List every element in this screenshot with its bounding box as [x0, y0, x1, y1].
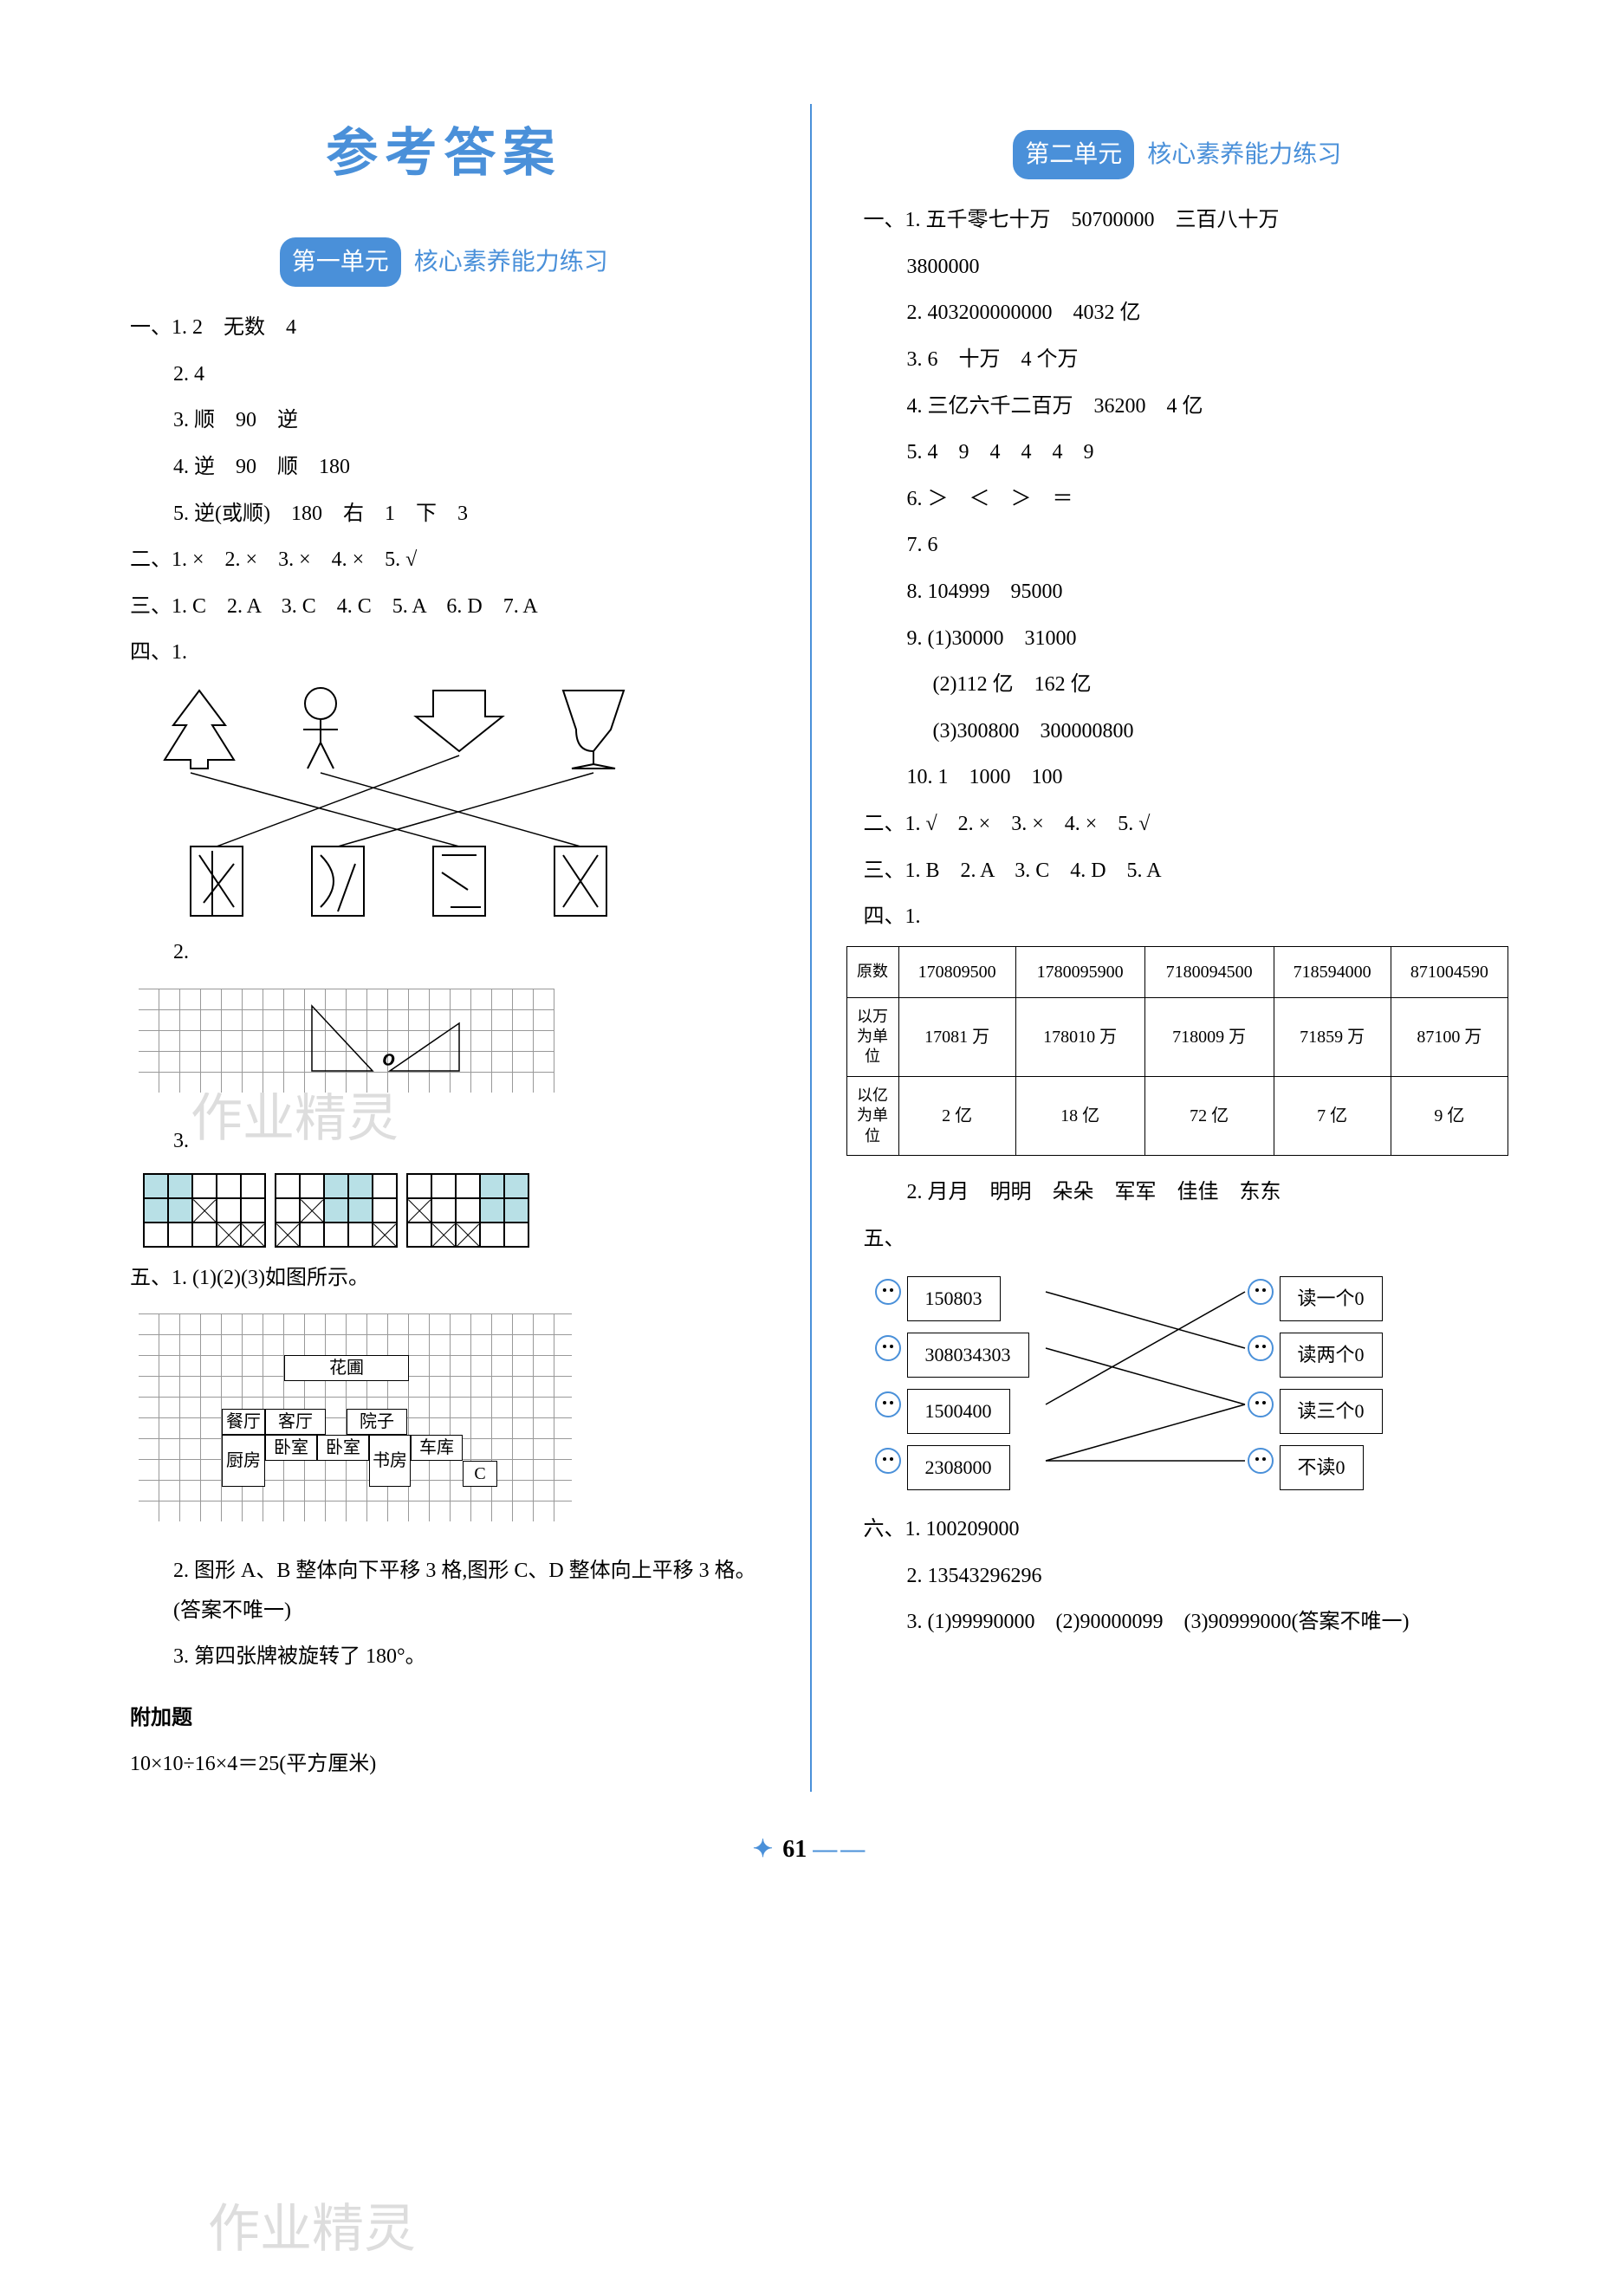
- unit2-title-text: 核心素养能力练习: [1147, 141, 1341, 168]
- q4-2-svg: O: [139, 989, 554, 1093]
- u2-q1-5: 5. 4 9 4 4 4 9: [846, 433, 1509, 473]
- u2-q3: 三、1. B 2. A 3. C 4. D 5. A: [846, 852, 1509, 892]
- unit1-title: 第一单元 核心素养能力练习: [113, 237, 775, 287]
- u2-q1-9b: (2)112 亿 162 亿: [846, 665, 1509, 705]
- u1-extra-text: 10×10÷16×4＝25(平方厘米): [113, 1745, 775, 1785]
- page-title: 参考答案: [113, 104, 775, 203]
- u1-q1-3: 3. 顺 90 逆: [113, 401, 775, 441]
- bee-icon: [872, 1276, 904, 1307]
- u2-q4-table: 原数17080950017800959007180094500718594000…: [846, 946, 1509, 1156]
- u2-q1-2: 2. 403200000000 4032 亿: [846, 294, 1509, 334]
- u2-q4-label: 四、1.: [846, 898, 1509, 937]
- match-right: 读三个0: [1280, 1389, 1383, 1434]
- bee-icon: [1245, 1389, 1276, 1420]
- u2-q6-3: 3. (1)99990000 (2)90000099 (3)90999000(答…: [846, 1603, 1509, 1643]
- u1-q4-label: 四、1.: [113, 633, 775, 673]
- u2-q1-4: 4. 三亿六千二百万 36200 4 亿: [846, 387, 1509, 427]
- u1-q1-4: 4. 逆 90 顺 180: [113, 448, 775, 488]
- watermark-2: 作业精灵: [208, 2180, 416, 2279]
- bee-icon: [1245, 1333, 1276, 1364]
- u1-extra-label: 附加题: [113, 1699, 775, 1739]
- bee-icon: [872, 1445, 904, 1476]
- u2-q4-2: 2. 月月 明明 朵朵 军军 佳佳 东东: [846, 1173, 1509, 1213]
- u2-q1-9c: (3)300800 300000800: [846, 712, 1509, 752]
- u2-q5-label: 五、: [846, 1220, 1509, 1260]
- u1-q5-2: 2. 图形 A、B 整体向下平移 3 格,图形 C、D 整体向上平移 3 格。(…: [113, 1552, 775, 1631]
- left-column: 参考答案 第一单元 核心素养能力练习 一、1. 2 无数 4 2. 4 3. 顺…: [87, 104, 801, 1792]
- match-left: 2308000: [907, 1445, 1010, 1490]
- u1-q4-shapes-diagram: [139, 682, 658, 924]
- match-left: 1500400: [907, 1389, 1010, 1434]
- u1-q5-1: 五、1. (1)(2)(3)如图所示。: [113, 1259, 775, 1299]
- match-right: 读一个0: [1280, 1276, 1383, 1321]
- grid-pattern: [406, 1173, 529, 1248]
- right-column: 第二单元 核心素养能力练习 一、1. 五千零七十万 50700000 三百八十万…: [820, 104, 1535, 1792]
- u1-q1-2: 2. 4: [113, 355, 775, 395]
- match-right: 不读0: [1280, 1445, 1364, 1490]
- bee-icon: [872, 1389, 904, 1420]
- u1-q5-3: 3. 第四张牌被旋转了 180°。: [113, 1638, 775, 1677]
- u1-q1-5: 5. 逆(或顺) 180 右 1 下 3: [113, 495, 775, 535]
- grid-pattern: [143, 1173, 266, 1248]
- svg-text:O: O: [383, 1051, 394, 1068]
- u1-q3: 三、1. C 2. A 3. C 4. C 5. A 6. D 7. A: [113, 587, 775, 627]
- u2-q1-8: 8. 104999 95000: [846, 573, 1509, 613]
- u2-q1-3: 3. 6 十万 4 个万: [846, 341, 1509, 380]
- bee-icon: [872, 1333, 904, 1364]
- u1-q4-3-label: 3.: [113, 1122, 775, 1162]
- u2-q6-1: 六、1. 100209000: [846, 1510, 1509, 1550]
- u1-q1-1: 一、1. 2 无数 4: [113, 308, 775, 348]
- grid-pattern: [275, 1173, 398, 1248]
- u1-q4-3-grids: [113, 1169, 775, 1252]
- unit1-badge: 第一单元: [280, 237, 401, 287]
- page-deco-left: ✦: [753, 1836, 776, 1863]
- u1-q5-floorplan: 花圃 餐厅 客厅 院子 厨房 卧室 卧室 书房 车库 C: [139, 1313, 572, 1521]
- match-right: 读两个0: [1280, 1333, 1383, 1378]
- unit1-title-text: 核心素养能力练习: [414, 249, 608, 276]
- u2-q1-9: 9. (1)30000 31000: [846, 619, 1509, 659]
- u1-q4-2-grid: O: [139, 989, 554, 1093]
- u2-q1-10: 10. 1 1000 100: [846, 758, 1509, 798]
- unit2-title: 第二单元 核心素养能力练习: [846, 130, 1509, 179]
- shapes-svg: [139, 682, 658, 924]
- column-divider: [810, 104, 812, 1792]
- match-left: 308034303: [907, 1333, 1029, 1378]
- u2-q2: 二、1. √ 2. × 3. × 4. × 5. √: [846, 805, 1509, 845]
- unit2-badge: 第二单元: [1013, 130, 1134, 179]
- bee-icon: [1245, 1445, 1276, 1476]
- bee-icon: [1245, 1276, 1276, 1307]
- u2-q1-1b: 3800000: [846, 248, 1509, 288]
- u2-q6-2: 2. 13543296296: [846, 1557, 1509, 1597]
- u1-q4-2-label: 2.: [113, 933, 775, 973]
- page-container: 参考答案 第一单元 核心素养能力练习 一、1. 2 无数 4 2. 4 3. 顺…: [87, 104, 1534, 1792]
- page-deco-right: ——: [813, 1836, 868, 1863]
- u2-q1-7: 7. 6: [846, 526, 1509, 566]
- match-left: 150803: [907, 1276, 1001, 1321]
- u2-q1-1: 一、1. 五千零七十万 50700000 三百八十万: [846, 201, 1509, 241]
- page-number: ✦ 61 ——: [87, 1826, 1534, 1872]
- u2-q5-diagram: 150803 308034303 1500400 2308000 读一个0 读两个0 读三个…: [864, 1268, 1401, 1493]
- u1-q2: 二、1. × 2. × 3. × 4. × 5. √: [113, 541, 775, 580]
- u2-q1-6: 6. ＞ ＜ ＞ ＝: [846, 480, 1509, 520]
